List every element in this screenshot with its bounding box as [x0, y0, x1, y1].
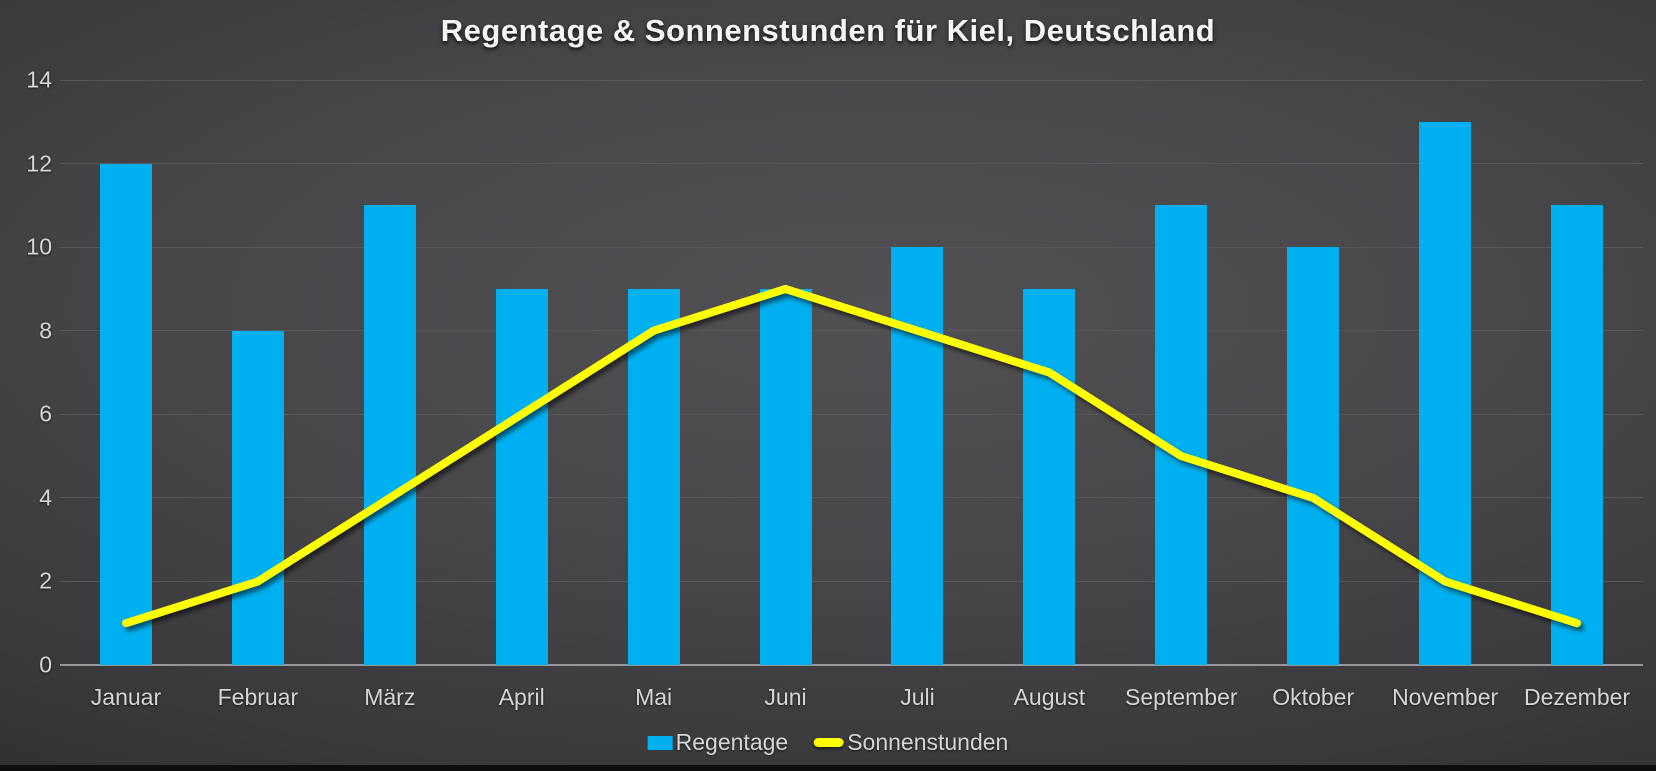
- bar-februar: [231, 330, 284, 665]
- gridline-4: [60, 497, 1643, 499]
- y-tick-label-8: 8: [39, 317, 52, 344]
- x-label-oktober: Oktober: [1272, 684, 1355, 710]
- x-label-dezember: Dezember: [1523, 684, 1631, 710]
- y-tick-label-4: 4: [39, 484, 52, 511]
- gridline-2: [60, 580, 1643, 582]
- legend-label-sonnenstunden: Sonnenstunden: [847, 729, 1009, 755]
- bar-mrz: [363, 205, 416, 665]
- y-tick-label-0: 0: [39, 651, 52, 678]
- x-label-april: April: [498, 684, 545, 710]
- bar-juli: [891, 247, 944, 665]
- slide-bottom-edge: [0, 765, 1656, 771]
- bar-april: [495, 288, 548, 665]
- line-swatch-icon: [813, 738, 844, 747]
- gridline-8: [60, 330, 1643, 332]
- x-label-juni: Juni: [764, 684, 807, 710]
- bar-swatch-icon: [647, 735, 673, 750]
- bar-dezember: [1551, 205, 1604, 665]
- gridline-12: [60, 163, 1643, 165]
- x-label-mai: Mai: [635, 684, 673, 710]
- line-series-sonnenstunden: [122, 284, 1581, 628]
- gridline-10: [60, 246, 1643, 248]
- gridline-14: [60, 79, 1643, 81]
- x-label-mrz: März: [364, 684, 416, 710]
- chart-title: Regentage & Sonnenstunden für Kiel, Deut…: [440, 13, 1216, 48]
- legend-item-sonnenstunden: Sonnenstunden: [813, 729, 1008, 756]
- x-label-september: September: [1125, 684, 1238, 710]
- bar-september: [1155, 205, 1208, 665]
- bar-januar: [99, 163, 152, 665]
- plot-area: [60, 79, 1643, 666]
- legend-item-regentage: Regentage: [647, 729, 789, 756]
- bar-oktober: [1287, 247, 1340, 665]
- gridline-6: [60, 413, 1643, 415]
- sonnenstunden-line: [122, 284, 1581, 628]
- x-label-februar: Februar: [217, 684, 299, 710]
- y-axis: 0 2 4 6 8 10 12 14: [0, 0, 56, 771]
- x-label-november: November: [1392, 684, 1499, 710]
- legend: Regentage Sonnenstunden: [647, 729, 1008, 756]
- x-label-august: August: [1013, 684, 1086, 710]
- bar-august: [1023, 288, 1076, 665]
- y-tick-label-10: 10: [26, 233, 52, 260]
- y-tick-label-6: 6: [39, 400, 52, 427]
- x-axis-line: [60, 664, 1643, 666]
- y-tick-label-14: 14: [26, 66, 52, 93]
- bar-mai: [627, 288, 680, 665]
- x-label-januar: Januar: [90, 684, 162, 710]
- x-label-juli: Juli: [900, 684, 935, 710]
- y-tick-label-12: 12: [26, 150, 52, 177]
- y-tick-label-2: 2: [39, 567, 52, 594]
- bar-juni: [759, 288, 812, 665]
- legend-label-regentage: Regentage: [675, 729, 789, 755]
